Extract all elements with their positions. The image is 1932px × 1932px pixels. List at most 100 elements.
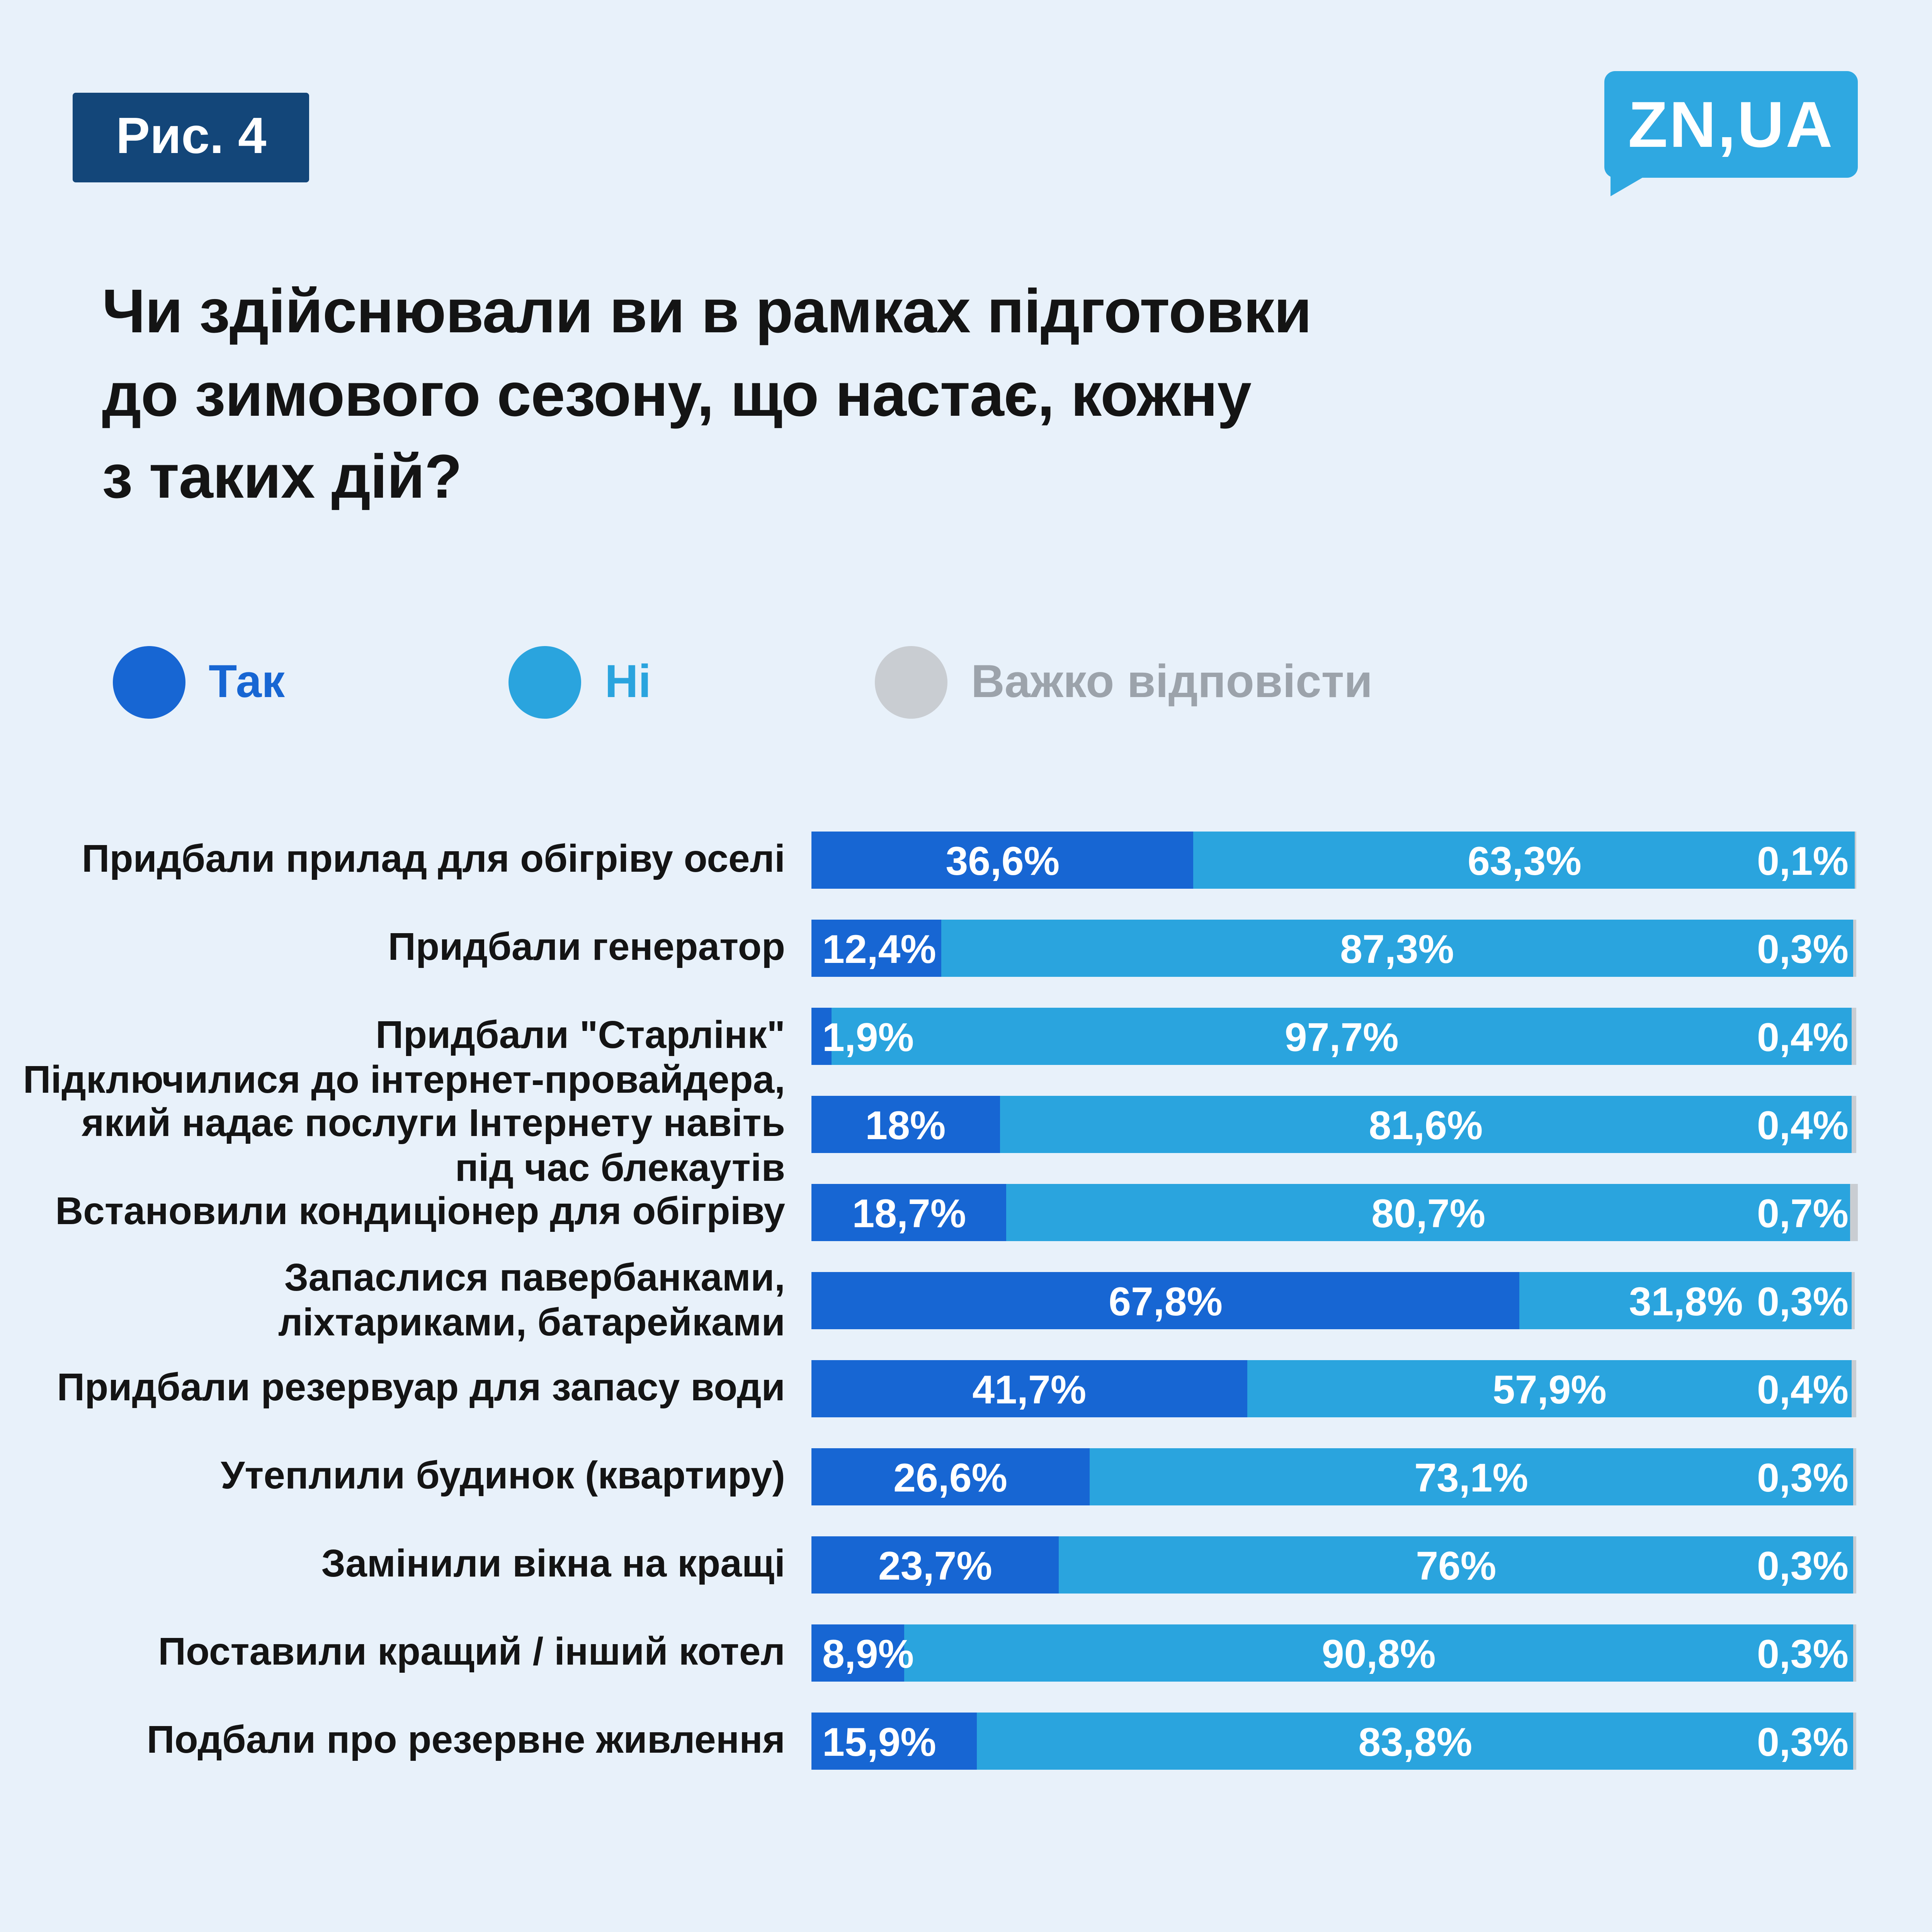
value-label-yes: 12,4% <box>822 926 936 972</box>
value-label-dk: 0,3% <box>1757 1631 1849 1677</box>
stacked-bar: 8,9% 90,8% 0,3% <box>811 1624 1856 1682</box>
bar-segment-yes <box>811 1008 832 1065</box>
stacked-bar: 26,6% 73,1% 0,3% <box>811 1448 1856 1505</box>
stacked-bar: 18% 81,6% 0,4% <box>811 1096 1856 1153</box>
value-label-dk: 0,3% <box>1757 1278 1849 1325</box>
bar-segment-dk <box>1853 1713 1856 1770</box>
bar-segment-no <box>831 1008 1852 1065</box>
bar-segment-dk <box>1855 832 1856 889</box>
value-label-dk: 0,4% <box>1757 1366 1849 1413</box>
legend-item-yes: Так <box>113 646 285 719</box>
stacked-bar: 12,4% 87,3% 0,3% <box>811 920 1856 977</box>
value-label-no: 63,3% <box>1467 838 1582 884</box>
value-label-dk: 0,1% <box>1757 838 1849 884</box>
bar-segment-no <box>904 1624 1853 1682</box>
legend-yes-label: Так <box>209 656 285 707</box>
value-label-yes: 15,9% <box>822 1719 936 1765</box>
value-label-yes: 8,9% <box>822 1631 914 1677</box>
value-label-yes: 67,8% <box>1109 1278 1223 1325</box>
legend: Так Ні Важко відповісти <box>113 646 1597 719</box>
value-label-no: 73,1% <box>1414 1454 1528 1501</box>
value-label-dk: 0,7% <box>1757 1190 1849 1236</box>
stacked-bar: 18,7% 80,7% 0,7% <box>811 1184 1857 1241</box>
bar-segment-no <box>1089 1448 1853 1505</box>
stacked-bar: 36,6% 63,3% 0,1% <box>811 832 1856 889</box>
bar-segment-yes <box>811 832 1194 889</box>
row-category-label: Запаслися павербанками, ліхтариками, бат… <box>278 1257 785 1344</box>
chart-row: Придбали прилад для обігріву оселі 36,6% 6… <box>0 832 1856 889</box>
legend-yes-dot-icon <box>113 646 185 719</box>
value-label-dk: 0,3% <box>1757 1543 1849 1589</box>
value-label-dk: 0,3% <box>1757 1454 1849 1501</box>
value-label-yes: 18% <box>865 1102 946 1148</box>
chart-row: Подбали про резервне живлення 15,9% 83,8% 0… <box>0 1713 1856 1770</box>
value-label-no: 31,8% <box>1629 1278 1743 1325</box>
bar-segment-dk <box>1852 1008 1856 1065</box>
stacked-bar: 67,8% 31,8% 0,3% <box>811 1272 1856 1329</box>
row-category-label: Придбали резервуар для запасу води <box>57 1367 785 1410</box>
chart-row: Підключилися до інтернет-провайдера, яки… <box>0 1058 1856 1190</box>
bar-segment-yes <box>811 1360 1247 1417</box>
chart-row: Утеплили будинок (квартиру) 26,6% 73,1% 0,3… <box>0 1448 1856 1505</box>
bar-segment-yes <box>811 1536 1059 1594</box>
bar-segment-yes <box>811 920 941 977</box>
chart-title: Чи здійснювали ви в рамках підготовки до… <box>102 278 1312 512</box>
legend-item-no: Ні <box>509 646 651 719</box>
bar-segment-yes <box>811 1096 1000 1153</box>
row-category-label: Замінили вікна на кращі <box>321 1543 786 1586</box>
figure-label-badge: Рис. 4 <box>73 93 310 182</box>
value-label-yes: 23,7% <box>878 1543 992 1589</box>
value-label-no: 80,7% <box>1371 1190 1486 1236</box>
bar-segment-no <box>1194 832 1855 889</box>
legend-no-dot-icon <box>509 646 582 719</box>
chart-row: Встановили кондиціонер для обігріву 18,7%… <box>0 1184 1857 1241</box>
chart-row: Поставили кращий / інший котел 8,9% 90,8% 0… <box>0 1624 1856 1682</box>
bar-segment-dk <box>1853 920 1856 977</box>
bar-segment-yes <box>811 1713 978 1770</box>
bar-segment-dk <box>1853 1624 1856 1682</box>
row-category-label: Утеплили будинок (квартиру) <box>221 1455 785 1498</box>
row-category-label: Придбали "Старлінк" <box>375 1014 785 1058</box>
value-label-no: 76% <box>1416 1543 1497 1589</box>
value-label-no: 90,8% <box>1321 1631 1436 1677</box>
znua-logo: ZN,UA <box>1604 71 1858 178</box>
value-label-yes: 36,6% <box>946 838 1060 884</box>
value-label-no: 83,8% <box>1358 1719 1473 1765</box>
bar-segment-dk <box>1853 1448 1856 1505</box>
chart-row: Придбали "Старлінк" 1,9% 97,7% 0,4% <box>0 1008 1856 1065</box>
bar-segment-yes <box>811 1184 1007 1241</box>
value-label-yes: 26,6% <box>893 1454 1008 1501</box>
bar-segment-yes <box>811 1272 1520 1329</box>
value-label-yes: 1,9% <box>822 1014 914 1060</box>
bar-segment-no <box>999 1096 1852 1153</box>
value-label-dk: 0,3% <box>1757 926 1849 972</box>
footer-paragraph-1: Опитування на замовлення ZN.UA проводило… <box>102 1929 1841 1932</box>
row-category-label: Придбали прилад для обігріву оселі <box>82 838 785 881</box>
chart-row: Придбали резервуар для запасу води 41,7% 5… <box>0 1360 1856 1417</box>
bar-segment-no <box>941 920 1853 977</box>
bar-segment-dk <box>1852 1096 1856 1153</box>
bar-segment-no <box>1059 1536 1853 1594</box>
chart-row: Запаслися павербанками, ліхтариками, бат… <box>0 1257 1856 1344</box>
bar-chart: Придбали прилад для обігріву оселі 36,6% 6… <box>0 832 1857 1801</box>
footer-notes: Опитування на замовлення ZN.UA проводило… <box>102 1929 1841 1932</box>
chart-row: Придбали генератор 12,4% 87,3% 0,3% <box>0 920 1856 977</box>
chart-row: Замінили вікна на кращі 23,7% 76% 0,3% <box>0 1536 1856 1594</box>
stacked-bar: 15,9% 83,8% 0,3% <box>811 1713 1856 1770</box>
bar-segment-dk <box>1850 1184 1857 1241</box>
row-category-label: Придбали генератор <box>388 926 785 969</box>
bar-segment-no <box>1520 1272 1852 1329</box>
stacked-bar: 41,7% 57,9% 0,4% <box>811 1360 1856 1417</box>
stacked-bar: 1,9% 97,7% 0,4% <box>811 1008 1856 1065</box>
value-label-no: 97,7% <box>1284 1014 1399 1060</box>
value-label-no: 81,6% <box>1369 1102 1483 1148</box>
row-category-label: Подбали про резервне живлення <box>146 1719 785 1762</box>
bar-segment-dk <box>1852 1272 1855 1329</box>
bar-segment-no <box>1007 1184 1850 1241</box>
legend-no-label: Ні <box>605 656 651 707</box>
bar-segment-dk <box>1853 1536 1856 1594</box>
bar-segment-no <box>977 1713 1853 1770</box>
value-label-no: 57,9% <box>1492 1366 1607 1413</box>
stacked-bar: 23,7% 76% 0,3% <box>811 1536 1856 1594</box>
